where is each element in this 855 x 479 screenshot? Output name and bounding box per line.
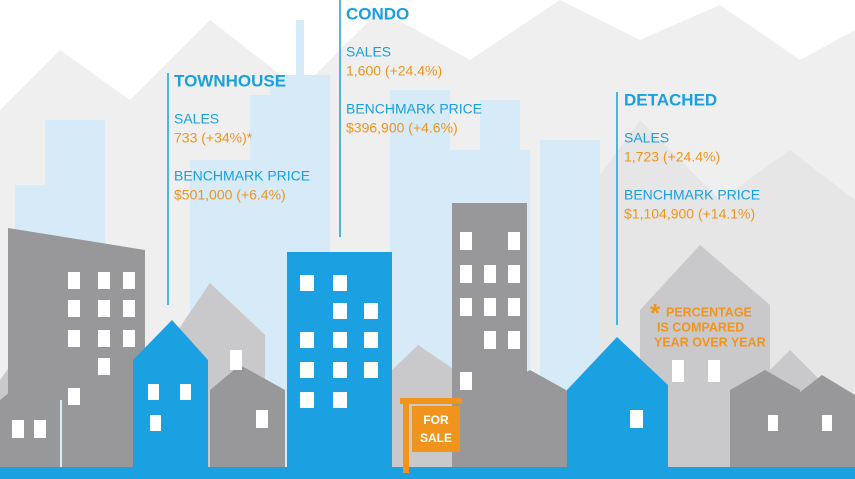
sales-value: 1,723 (+24.4%) <box>624 149 720 165</box>
section-title: DETACHED <box>624 90 717 109</box>
price-value: $501,000 (+6.4%) <box>174 187 286 203</box>
price-value: $396,900 (+4.6%) <box>346 120 458 136</box>
price-value: $1,104,900 (+14.1%) <box>624 206 755 222</box>
windows-blue <box>148 275 643 431</box>
footnote-line: PERCENTAGE <box>666 305 752 319</box>
sales-label: SALES <box>346 44 391 60</box>
sales-value: 733 (+34%)* <box>174 130 253 146</box>
sales-label: SALES <box>174 111 219 127</box>
windows <box>12 232 832 438</box>
section-title: TOWNHOUSE <box>174 71 286 90</box>
leader-lines <box>167 0 618 325</box>
section-title: CONDO <box>346 4 409 23</box>
price-label: BENCHMARK PRICE <box>624 187 760 203</box>
price-label: BENCHMARK PRICE <box>346 101 482 117</box>
sign-text: FOR <box>423 413 449 427</box>
for-sale-sign: FOR SALE <box>400 398 462 473</box>
footnote-asterisk: * <box>650 298 661 328</box>
sign-text: SALE <box>420 431 452 445</box>
sales-label: SALES <box>624 130 669 146</box>
sales-value: 1,600 (+24.4%) <box>346 63 442 79</box>
footnote-line: IS COMPARED <box>657 320 744 334</box>
footnote-line: YEAR OVER YEAR <box>654 335 766 349</box>
price-label: BENCHMARK PRICE <box>174 168 310 184</box>
